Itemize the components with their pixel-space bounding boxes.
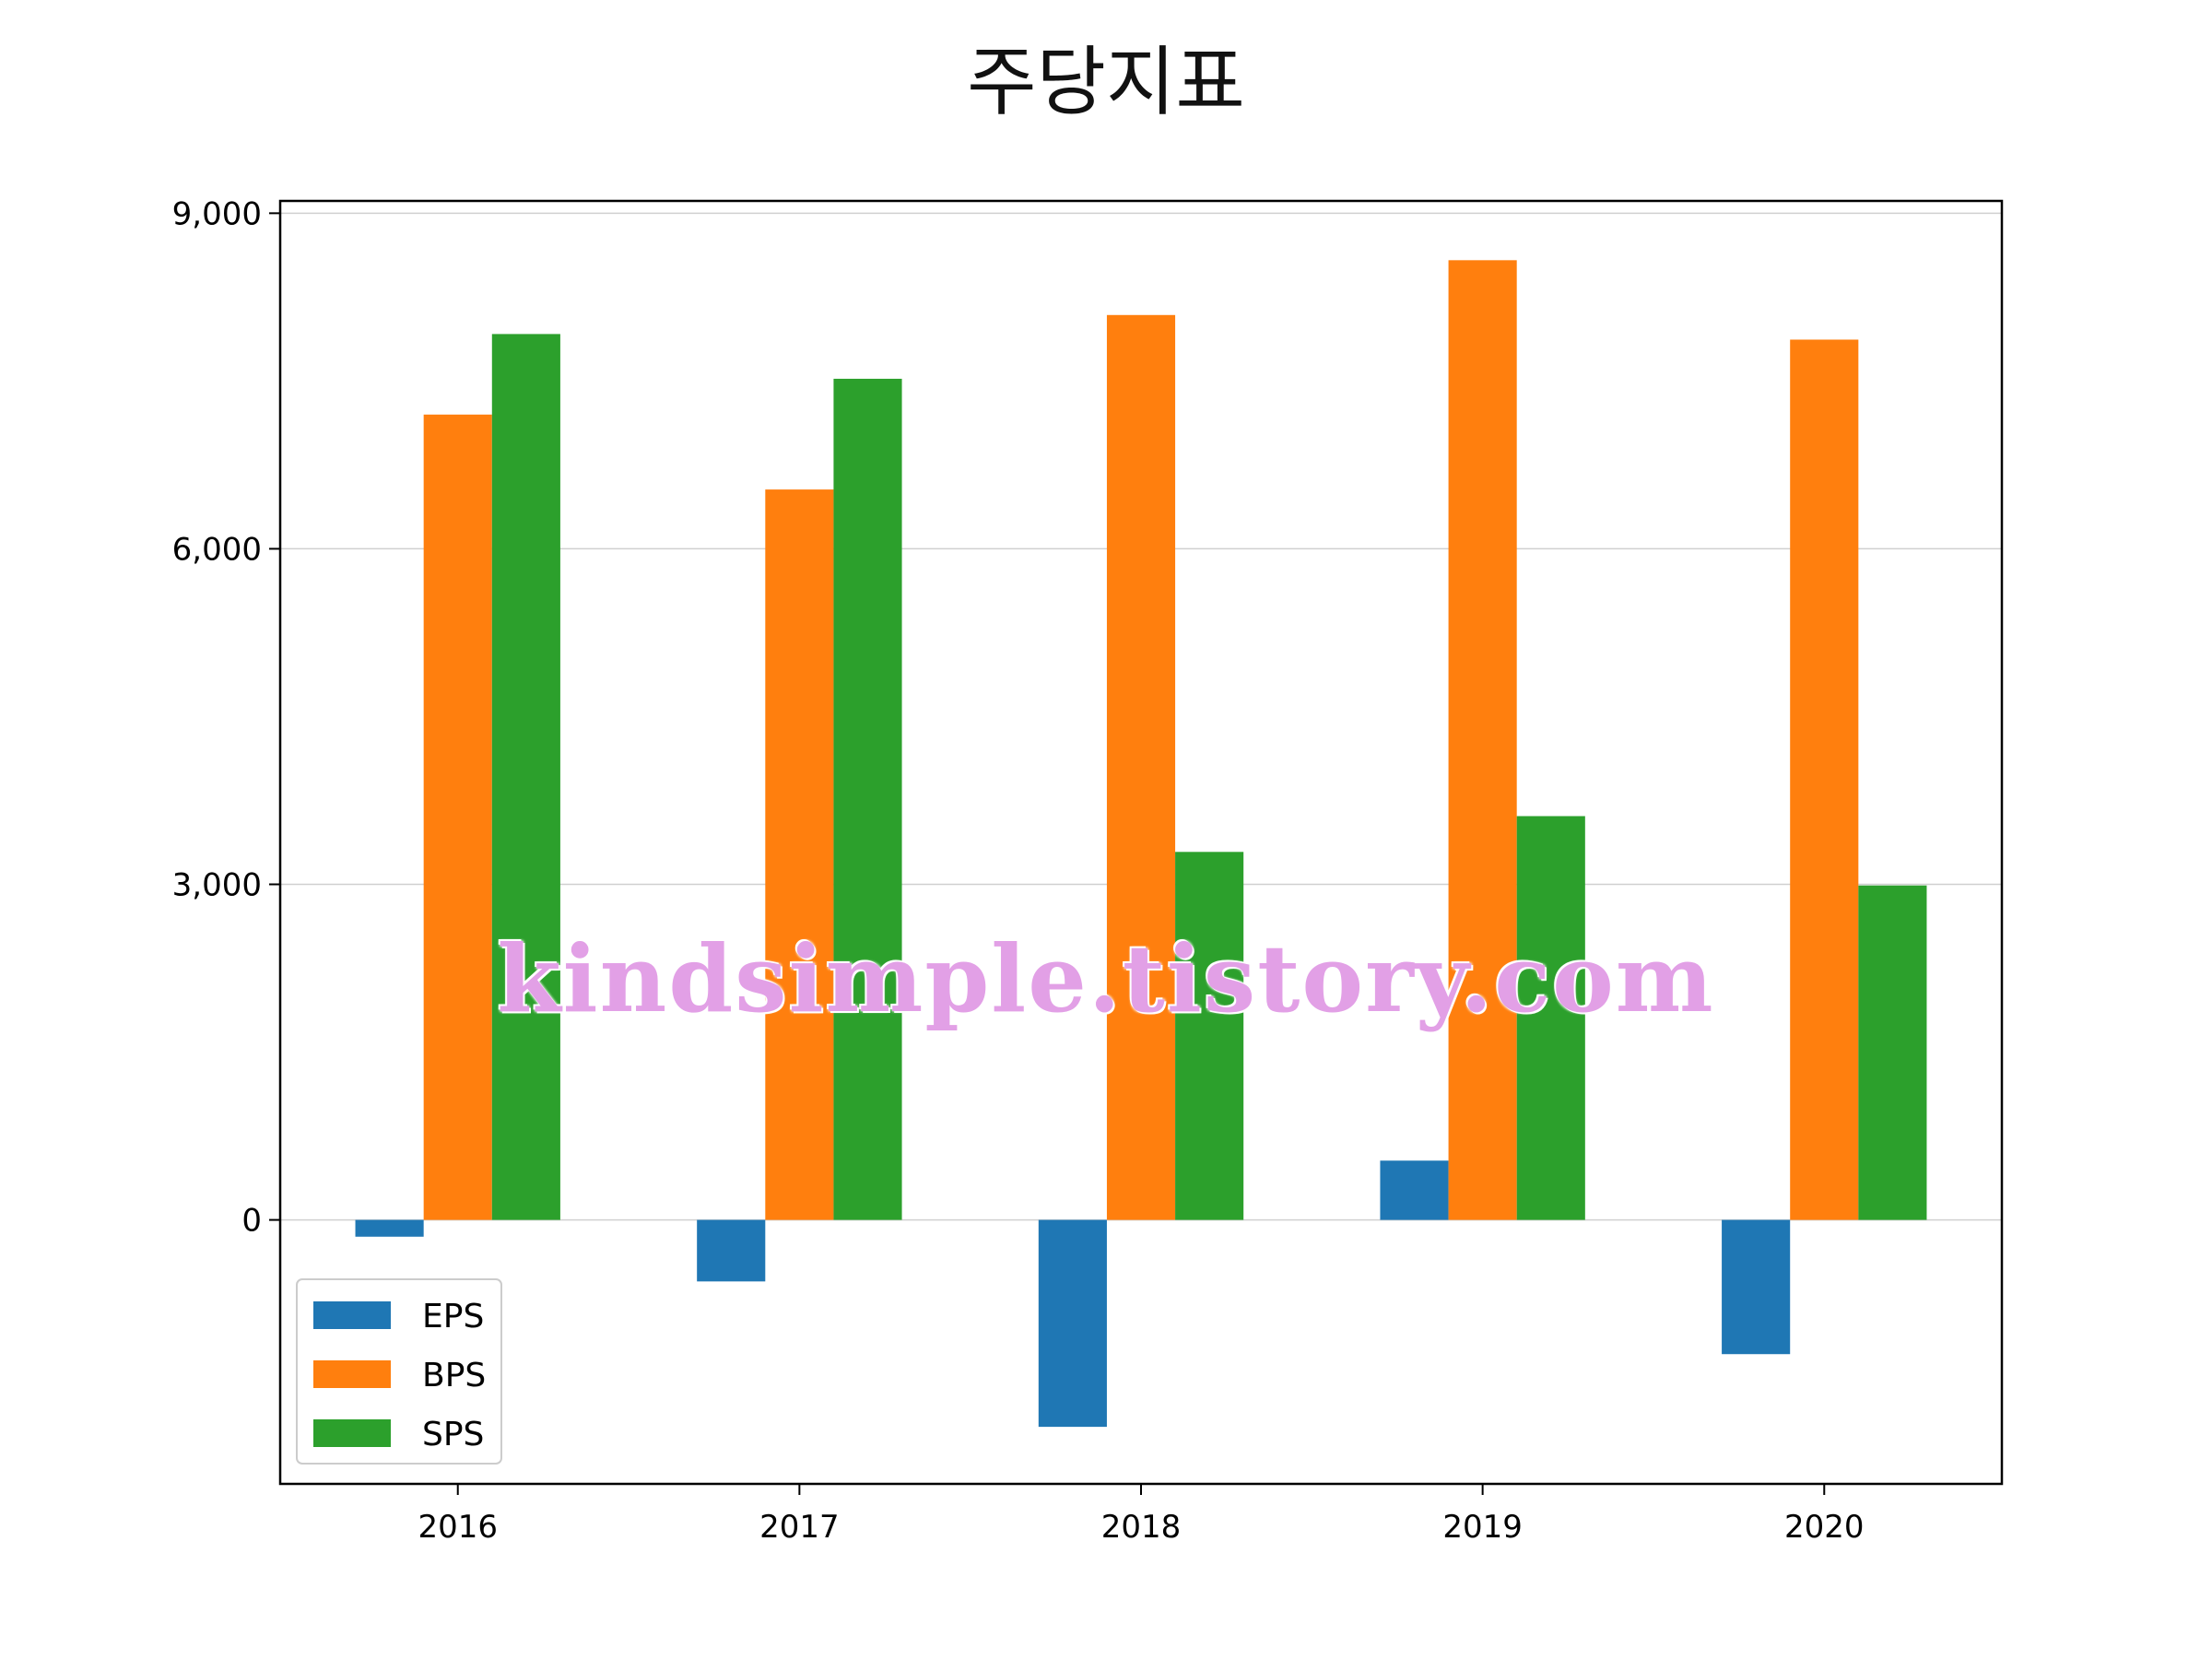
bar-bps-2017 (765, 489, 834, 1220)
legend-swatch-bps (313, 1360, 391, 1388)
legend-label-bps: BPS (422, 1357, 486, 1394)
y-axis: 0 3,000 6,000 9,000 (172, 195, 280, 1240)
x-tick-label: 2016 (418, 1509, 498, 1546)
bar-eps-2020 (1722, 1219, 1791, 1355)
bar-sps-2017 (833, 378, 902, 1220)
legend-swatch-sps (313, 1419, 391, 1447)
bars (355, 260, 1927, 1428)
y-tick-label: 0 (241, 1203, 262, 1240)
bar-bps-2019 (1448, 260, 1517, 1220)
x-tick-label: 2020 (1784, 1509, 1865, 1546)
bar-bps-2018 (1106, 314, 1176, 1220)
x-tick-label: 2019 (1442, 1509, 1523, 1546)
bar-eps-2019 (1380, 1160, 1449, 1220)
bar-bps-2016 (423, 414, 492, 1220)
y-tick-label: 3,000 (172, 867, 262, 904)
bar-sps-2020 (1858, 885, 1927, 1220)
y-tick-label: 9,000 (172, 195, 262, 232)
bar-eps-2018 (1038, 1219, 1107, 1428)
bar-sps-2018 (1175, 852, 1244, 1220)
bar-eps-2017 (697, 1219, 766, 1282)
x-axis: 2016 2017 2018 2019 2020 (418, 1484, 1865, 1546)
legend-swatch-eps (313, 1301, 391, 1329)
bar-bps-2020 (1790, 339, 1859, 1220)
legend: EPS BPS SPS (296, 1278, 502, 1465)
legend-label-sps: SPS (422, 1416, 484, 1453)
watermark-text: kindsimple.tistory.com (497, 924, 1715, 1033)
chart-title: 주당지표 (967, 39, 1245, 126)
legend-label-eps: EPS (422, 1298, 484, 1335)
bar-sps-2016 (491, 334, 560, 1220)
y-tick-label: 6,000 (172, 531, 262, 568)
x-tick-label: 2018 (1101, 1509, 1182, 1546)
bar-sps-2019 (1516, 816, 1585, 1220)
x-tick-label: 2017 (759, 1509, 840, 1546)
bar-eps-2016 (355, 1219, 424, 1237)
